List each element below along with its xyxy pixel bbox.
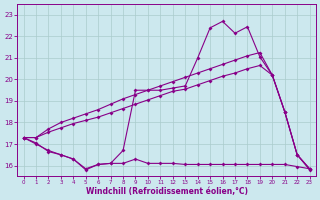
X-axis label: Windchill (Refroidissement éolien,°C): Windchill (Refroidissement éolien,°C) <box>85 187 248 196</box>
